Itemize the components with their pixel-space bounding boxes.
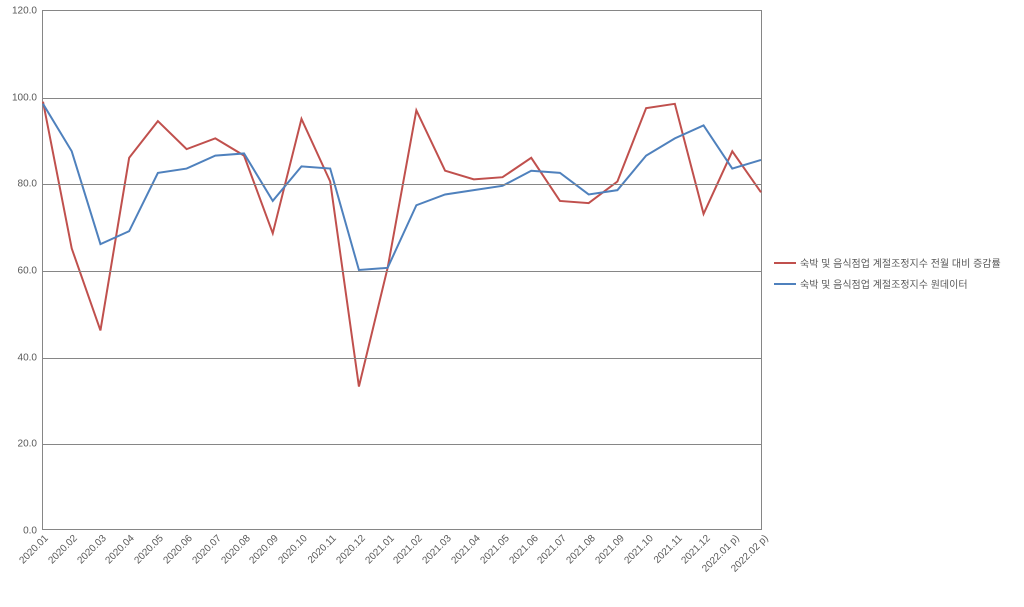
legend-swatch xyxy=(774,283,796,285)
plot-area: 0.020.040.060.080.0100.0120.02020.012020… xyxy=(42,10,762,530)
x-tick-label: 2021.07 xyxy=(536,533,569,566)
y-tick-label: 60.0 xyxy=(18,266,37,277)
y-tick-label: 0.0 xyxy=(23,526,37,537)
x-tick-label: 2020.11 xyxy=(306,533,339,566)
legend-swatch xyxy=(774,262,796,264)
x-tick-label: 2021.06 xyxy=(507,533,540,566)
x-tick-label: 2020.03 xyxy=(75,533,108,566)
x-tick-label: 2021.05 xyxy=(478,533,511,566)
y-tick-label: 40.0 xyxy=(18,352,37,363)
gridline xyxy=(43,444,761,445)
y-tick-label: 80.0 xyxy=(18,179,37,190)
gridline xyxy=(43,98,761,99)
y-tick-label: 120.0 xyxy=(12,6,37,17)
gridline xyxy=(43,358,761,359)
x-tick-label: 2021.04 xyxy=(449,533,482,566)
legend-item: 숙박 및 음식점업 계절조정지수 전월 대비 증감률 xyxy=(774,255,1001,270)
y-tick-label: 100.0 xyxy=(12,92,37,103)
chart-lines-svg xyxy=(43,11,761,529)
x-tick-label: 2020.02 xyxy=(46,533,79,566)
gridline xyxy=(43,184,761,185)
legend: 숙박 및 음식점업 계절조정지수 전월 대비 증감률숙박 및 음식점업 계절조정… xyxy=(774,255,1001,291)
x-tick-label: 2020.12 xyxy=(334,533,367,566)
x-tick-label: 2020.08 xyxy=(219,533,252,566)
y-tick-label: 20.0 xyxy=(18,439,37,450)
x-tick-label: 2021.08 xyxy=(565,533,598,566)
x-tick-label: 2020.06 xyxy=(161,533,194,566)
legend-label: 숙박 및 음식점업 계절조정지수 원데이터 xyxy=(800,276,968,291)
x-tick-label: 2021.02 xyxy=(392,533,425,566)
x-tick-label: 2021.10 xyxy=(622,533,655,566)
legend-item: 숙박 및 음식점업 계절조정지수 원데이터 xyxy=(774,276,1001,291)
x-tick-label: 2020.01 xyxy=(17,533,50,566)
x-tick-label: 2020.09 xyxy=(248,533,281,566)
x-tick-label: 2020.07 xyxy=(190,533,223,566)
legend-label: 숙박 및 음식점업 계절조정지수 전월 대비 증감률 xyxy=(800,255,1001,270)
x-tick-label: 2021.11 xyxy=(652,533,685,566)
x-tick-label: 2020.10 xyxy=(277,533,310,566)
series-line xyxy=(43,102,761,387)
gridline xyxy=(43,271,761,272)
x-tick-label: 2021.09 xyxy=(593,533,626,566)
x-tick-label: 2020.04 xyxy=(104,533,137,566)
x-tick-label: 2021.03 xyxy=(421,533,454,566)
x-tick-label: 2021.01 xyxy=(363,533,396,566)
chart-container: 0.020.040.060.080.0100.0120.02020.012020… xyxy=(0,0,1024,607)
x-tick-label: 2020.05 xyxy=(133,533,166,566)
